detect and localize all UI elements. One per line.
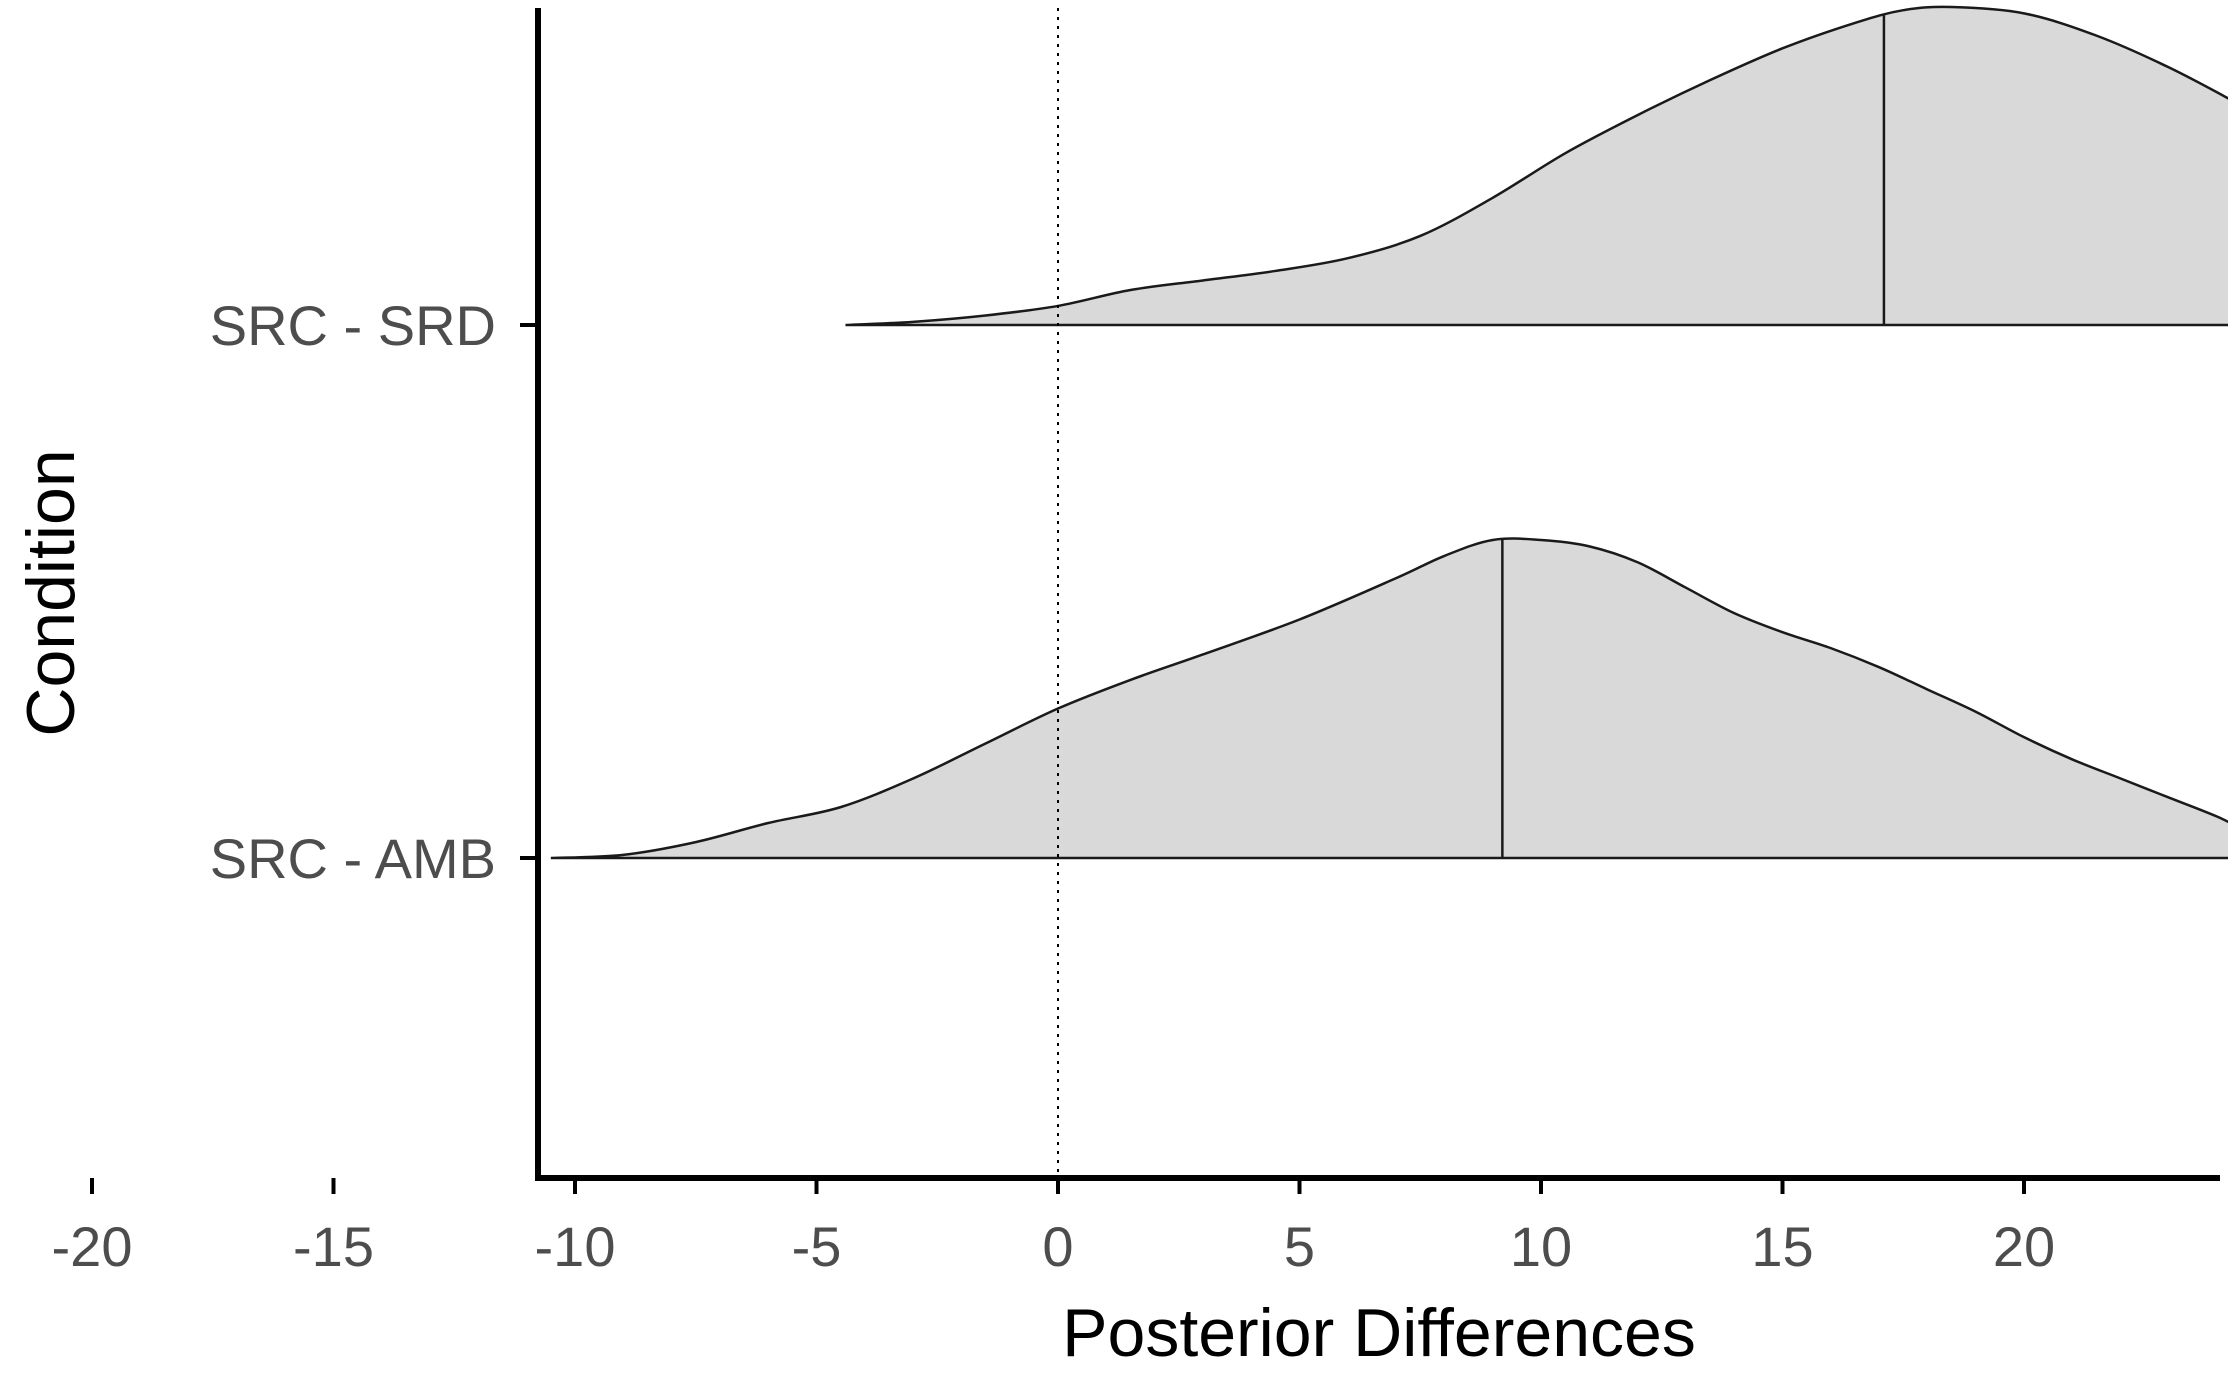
x-axis-title: Posterior Differences: [1062, 1295, 1696, 1371]
x-tick-label: -10: [535, 1215, 616, 1278]
x-tick-label: 20: [1993, 1215, 2055, 1278]
x-tick-label: -15: [293, 1215, 374, 1278]
x-axis-ticks: -20-15-10-5051015202530354045: [52, 1178, 2055, 1278]
y-tick-label: SRC - AMB: [210, 827, 496, 890]
x-tick-label: 10: [1510, 1215, 1572, 1278]
x-tick-label: 5: [1284, 1215, 1315, 1278]
y-axis-title: Condition: [13, 449, 89, 736]
y-tick-label: SRC - SRD: [210, 294, 496, 357]
y-axis-ticks: SRC - AMB SRC - SRD: [210, 294, 538, 890]
x-tick-label: -5: [792, 1215, 842, 1278]
ridges-layer: [550, 5, 2228, 860]
x-tick-label: -20: [52, 1215, 133, 1278]
x-tick-label: 15: [1751, 1215, 1813, 1278]
density-ridge-src-amb: [550, 537, 2228, 860]
density-ridge-src-srd: [845, 5, 2228, 327]
x-tick-label: 0: [1042, 1215, 1073, 1278]
